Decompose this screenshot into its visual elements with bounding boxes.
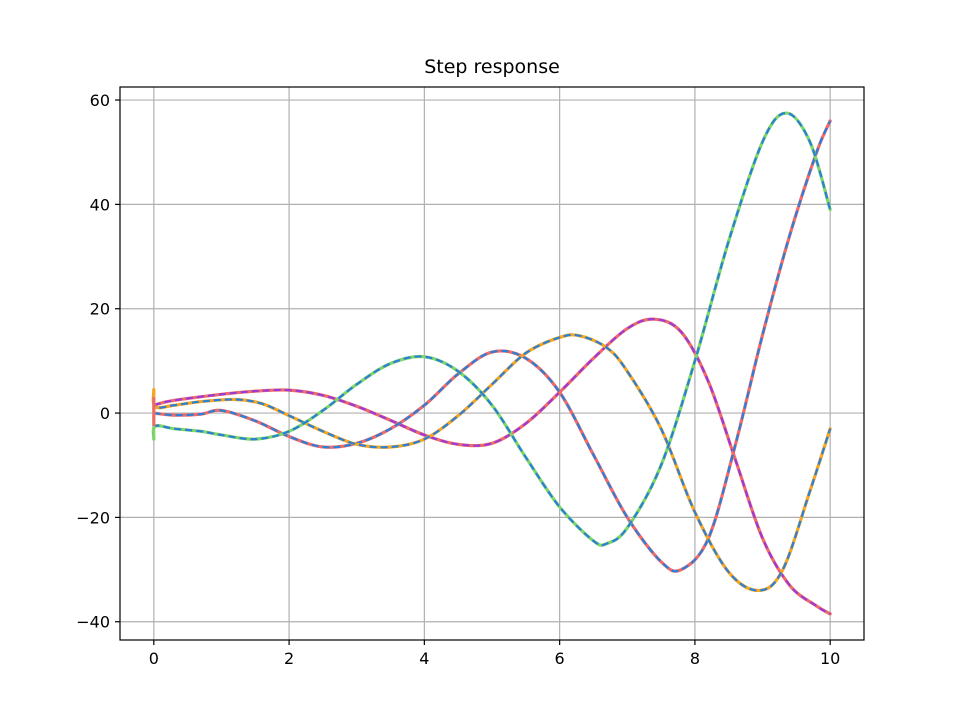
y-tick-label: 40 (90, 195, 110, 214)
series-overlay-line-1 (153, 318, 831, 615)
y-tick-label: −40 (76, 613, 110, 632)
series-layer (151, 111, 832, 616)
x-tick-label: 2 (284, 649, 294, 668)
plot-frame (119, 86, 865, 641)
series-overlay-line-4 (152, 111, 832, 547)
x-tick-label: 6 (555, 649, 565, 668)
tick-layer: 0 2 4 6 8 10 −40 −20 0 20 40 60 (76, 91, 840, 668)
x-tick-label: 10 (820, 649, 840, 668)
y-tick-label: 20 (90, 300, 110, 319)
series-overlay-line-3 (152, 333, 832, 592)
y-tick-label: 0 (100, 404, 110, 423)
y-tick-label: 60 (90, 91, 110, 110)
series-overlay-line-2 (153, 120, 832, 573)
x-tick-label: 0 (149, 649, 159, 668)
plot-area (120, 87, 864, 640)
x-tick-label: 4 (419, 649, 429, 668)
x-tick-label: 8 (690, 649, 700, 668)
y-tick-label: −20 (76, 508, 110, 527)
chart-title: Step response (424, 56, 560, 78)
